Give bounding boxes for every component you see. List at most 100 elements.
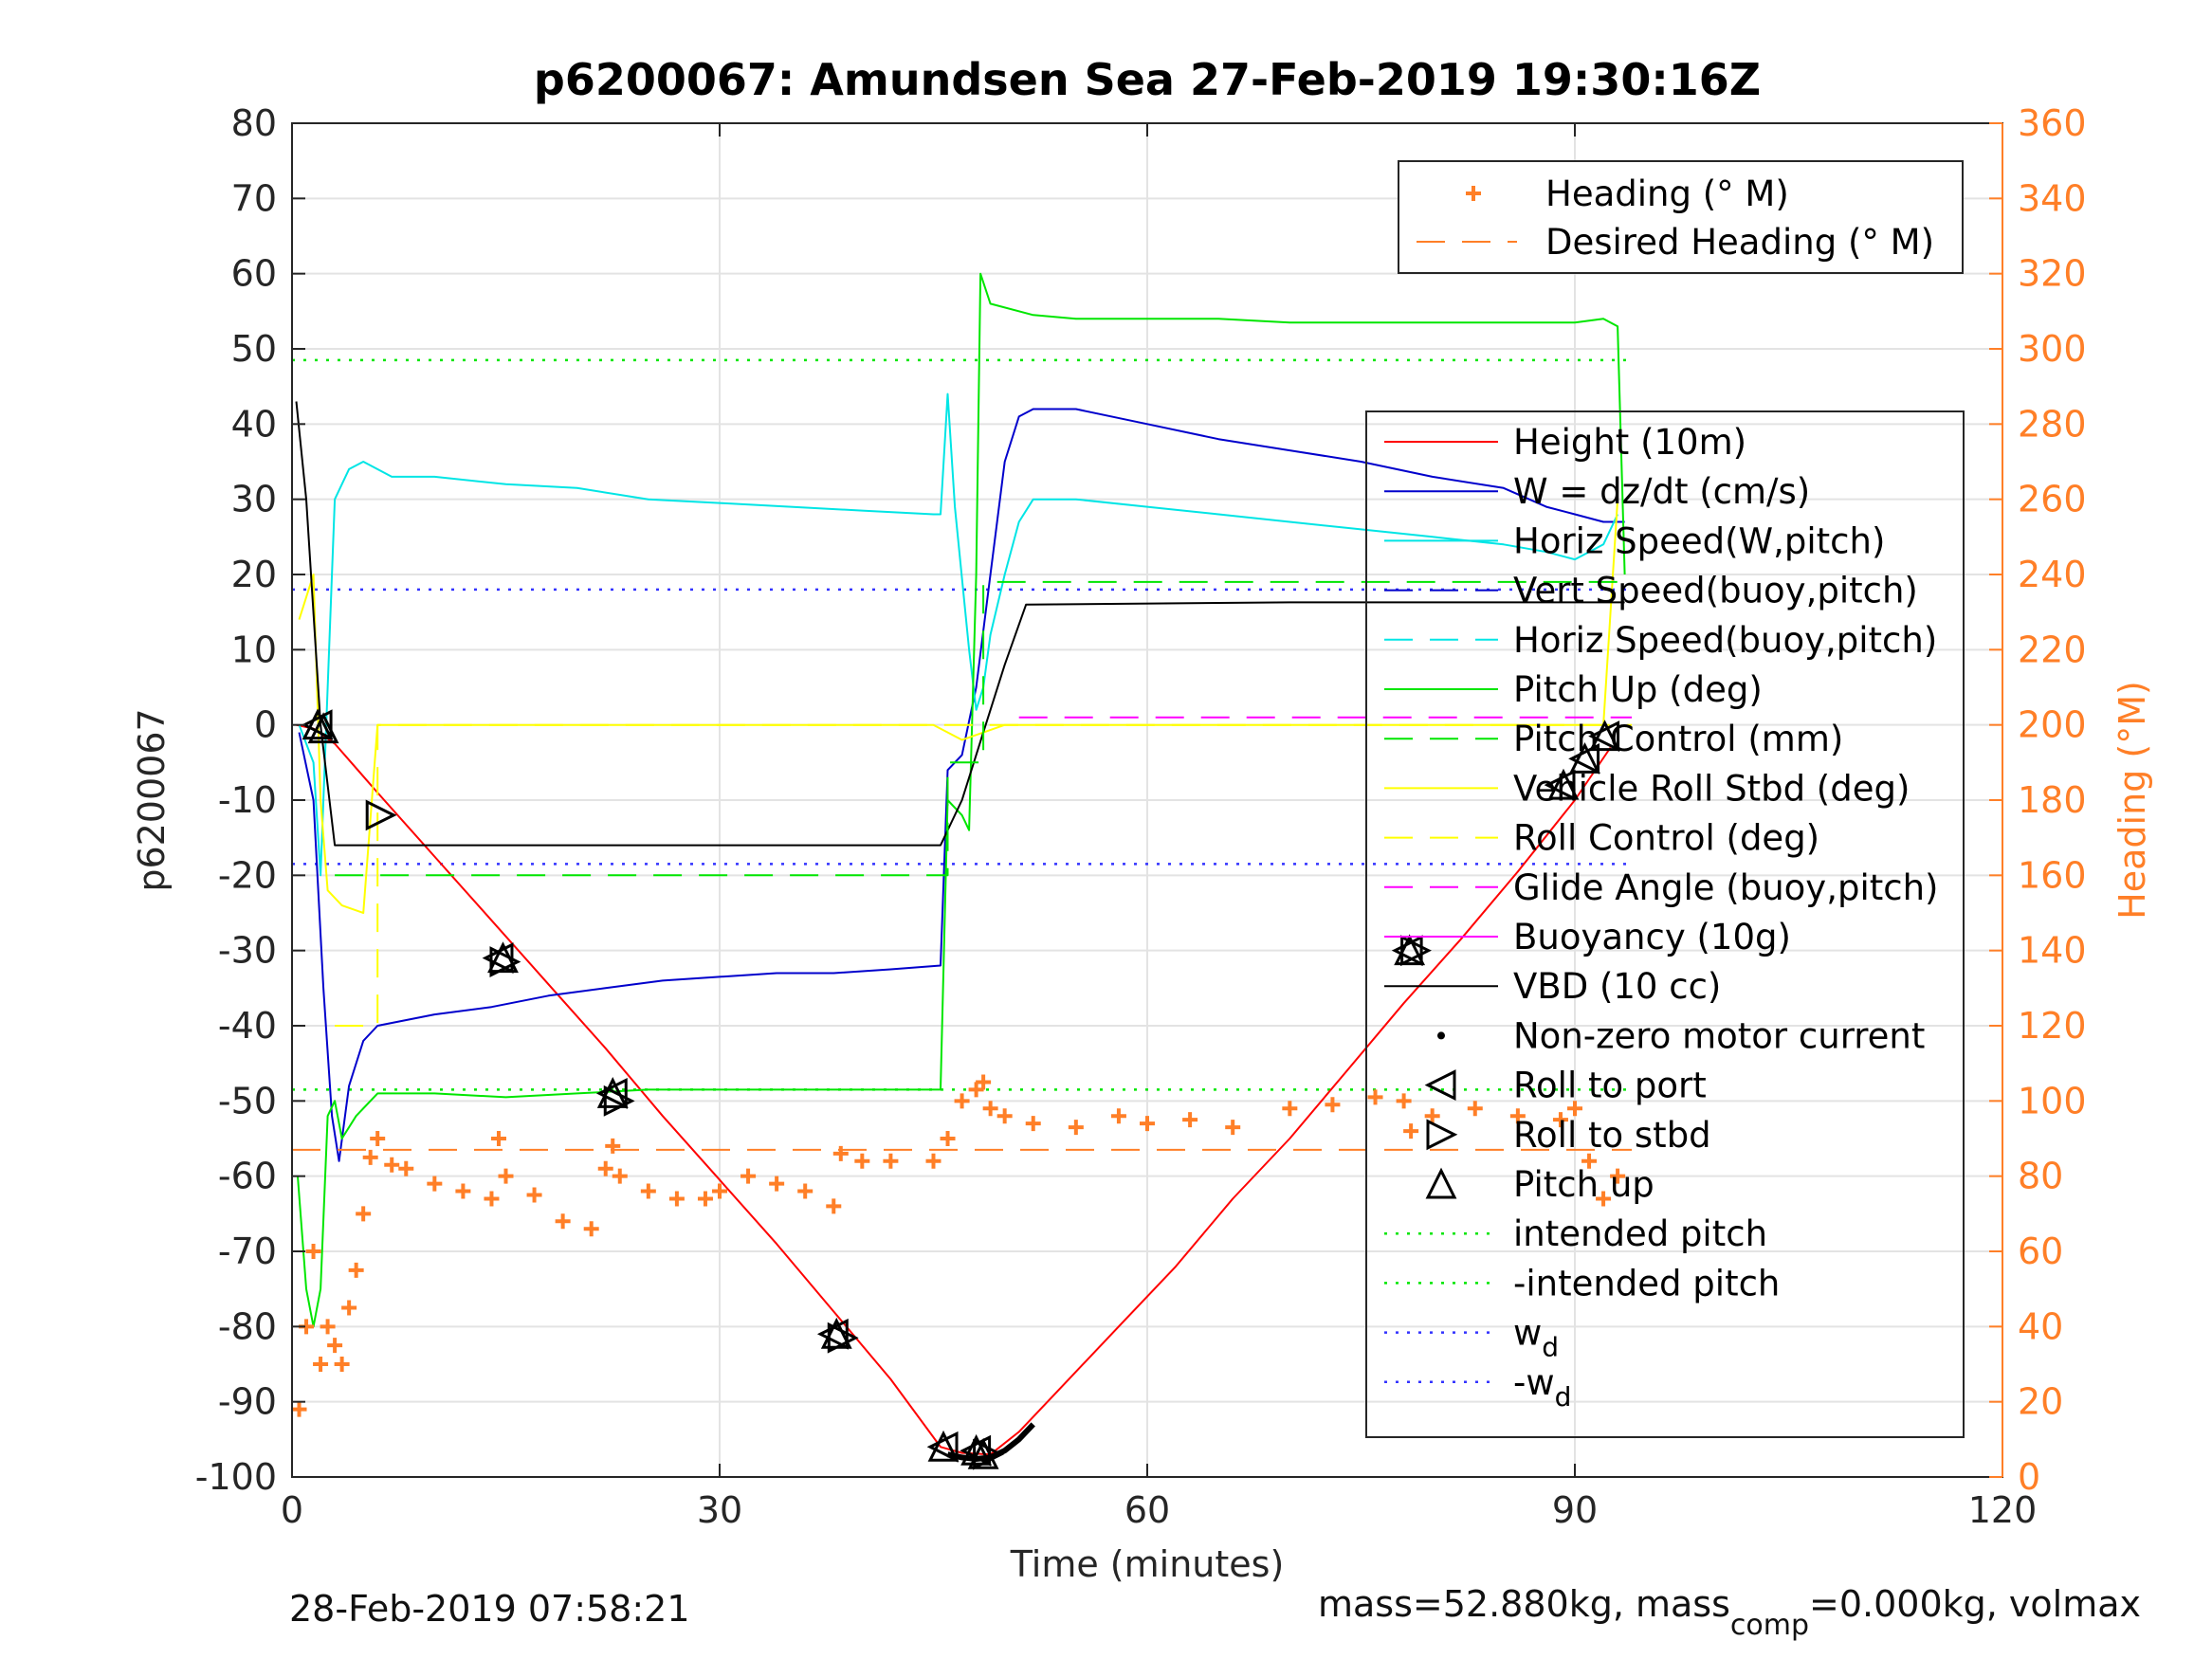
y2-tick-label: 360	[2018, 102, 2087, 144]
y2-tick-label: 200	[2018, 704, 2087, 746]
heading-point	[797, 1183, 814, 1199]
legend-main-label: Pitch up	[1513, 1164, 1654, 1205]
plot-content	[292, 272, 1633, 1470]
y-tick-label: -50	[218, 1080, 277, 1121]
legend-main-label: -intended pitch	[1513, 1263, 1780, 1304]
heading-point	[1509, 1108, 1526, 1124]
pitch-up-marker	[1547, 768, 1580, 800]
legend-main-symbol	[1426, 1119, 1458, 1151]
y2-tick-label: 80	[2018, 1156, 2063, 1197]
heading-point	[1467, 1101, 1483, 1117]
legend-main-label: Vehicle Roll Stbd (deg)	[1513, 768, 1910, 809]
legend-main-label: Pitch Control (mm)	[1513, 719, 1843, 759]
legend-main-label: Horiz Speed(buoy,pitch)	[1513, 620, 1937, 661]
heading-point	[526, 1187, 542, 1203]
legend-heading: Heading (° M) Desired Heading (° M)	[1398, 160, 1964, 274]
heading-point	[484, 1191, 500, 1207]
y-tick-label: 50	[231, 328, 277, 370]
y-tick-label: -80	[218, 1305, 277, 1347]
legend-main-symbol	[1437, 1031, 1445, 1040]
y2-tick-label: 280	[2018, 403, 2087, 445]
heading-point	[362, 1149, 378, 1165]
x-tick-label: 30	[697, 1489, 742, 1531]
y2-tick-label: 220	[2018, 629, 2087, 670]
heading-point	[1110, 1108, 1126, 1124]
heading-point	[832, 1145, 849, 1161]
roll-port-marker	[926, 1431, 959, 1463]
roll-stbd-marker	[1400, 935, 1432, 967]
heading-point	[940, 1131, 956, 1146]
y-tick-label: 20	[231, 554, 277, 595]
y2-tick-label: 300	[2018, 328, 2087, 370]
heading-point	[1325, 1097, 1341, 1113]
y-tick-label: 10	[231, 629, 277, 670]
roll-port-marker	[1391, 935, 1423, 967]
chart-title: p6200067: Amundsen Sea 27-Feb-2019 19:30…	[534, 54, 1761, 105]
footer-mass-a: mass=52.880kg, mass	[1318, 1583, 1730, 1625]
y2-tick-label: 140	[2018, 930, 2087, 972]
y2-axis-label: Heading (°M)	[2111, 681, 2153, 920]
roll-port-marker	[1568, 742, 1600, 775]
heading-point	[1140, 1116, 1155, 1132]
y-tick-label: -40	[218, 1005, 277, 1047]
series-line-horiz_w	[298, 392, 1619, 877]
legend-main-label: W = dz/dt (cm/s)	[1513, 471, 1810, 512]
y2-tick-label: 160	[2018, 854, 2087, 896]
heading-point	[555, 1213, 571, 1230]
roll-stbd-marker	[973, 1438, 1004, 1470]
legend-main-symbol	[1425, 1167, 1457, 1199]
y-tick-label: 60	[231, 253, 277, 295]
legend-main-label: Buoyancy (10g)	[1513, 917, 1791, 957]
legend-heading-label: Heading (° M)	[1545, 173, 1789, 214]
legend-main-label: intended pitch	[1513, 1213, 1767, 1254]
heading-point	[1068, 1120, 1084, 1136]
roll-port-marker	[1544, 769, 1576, 801]
y2-tick-label: 100	[2018, 1080, 2087, 1121]
heading-point	[605, 1138, 621, 1154]
heading-point	[1567, 1101, 1582, 1117]
y-tick-label: -30	[218, 930, 277, 972]
axis-ticks: 0 30 60 90 120-100-90-80-70-60-50-40-30-20-1…	[195, 102, 2087, 1531]
legend-main-label: Vert Speed(buoy,pitch)	[1513, 571, 1918, 611]
x-tick-label: 60	[1124, 1489, 1170, 1531]
heading-point	[320, 1319, 336, 1335]
heading-point	[498, 1168, 514, 1184]
heading-point	[1424, 1108, 1440, 1124]
series-line-vbd	[295, 401, 1625, 847]
legend-main-box	[1365, 410, 1965, 1438]
heading-point	[1282, 1101, 1298, 1117]
legend-main-label-sub: d	[1542, 1332, 1559, 1363]
heading-point	[1396, 1093, 1412, 1109]
legend-main-label: Non-zero motor current	[1513, 1015, 1925, 1056]
legend-heading-symbol	[1466, 186, 1481, 201]
legend-main-label: Height (10m)	[1513, 422, 1746, 463]
heading-point	[697, 1191, 713, 1207]
y-tick-label: -70	[218, 1231, 277, 1272]
legend-main-label: Pitch Up (deg)	[1513, 669, 1763, 710]
roll-stbd-marker	[827, 1322, 859, 1354]
y2-tick-label: 240	[2018, 554, 2087, 595]
heading-point	[398, 1160, 414, 1176]
heading-point	[854, 1153, 870, 1169]
series-line-pitch_ctrl	[335, 580, 1633, 877]
heading-point	[292, 1401, 307, 1417]
legend-main-label-sub: d	[1555, 1381, 1572, 1413]
heading-point	[1225, 1120, 1241, 1136]
roll-stbd-marker	[365, 799, 397, 831]
legend-main-label: VBD (10 cc)	[1513, 966, 1721, 1007]
roll-port-marker	[960, 1434, 992, 1467]
heading-point	[490, 1131, 506, 1146]
roll-stbd-marker	[489, 946, 521, 977]
y-tick-label: 30	[231, 479, 277, 520]
footer-mass-sub: comp	[1729, 1608, 1810, 1642]
heading-point	[982, 1101, 998, 1117]
pitch-up-marker	[1589, 720, 1620, 752]
heading-point	[740, 1168, 757, 1184]
y2-tick-label: 40	[2018, 1305, 2063, 1347]
heading-point	[925, 1153, 941, 1169]
roll-port-marker	[1588, 720, 1620, 752]
heading-point	[612, 1168, 628, 1184]
heading-point	[597, 1160, 613, 1176]
y2-tick-label: 260	[2018, 479, 2087, 520]
heading-point	[640, 1183, 656, 1199]
